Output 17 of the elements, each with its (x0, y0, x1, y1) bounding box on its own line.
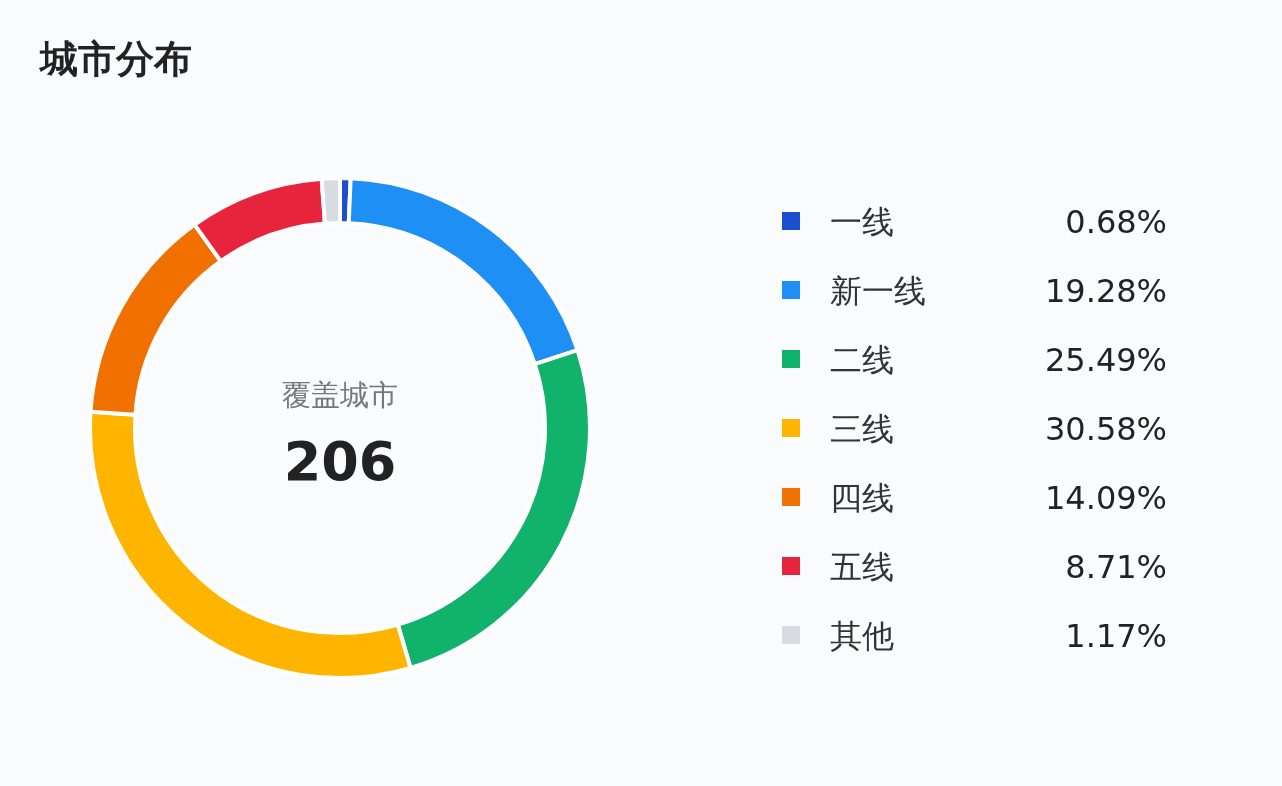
legend-label: 二线 (830, 341, 894, 379)
data-label: 1.17% (1065, 617, 1167, 655)
data-label: 19.28% (1044, 272, 1167, 310)
text: 206 (283, 430, 397, 493)
legend-label: 三线 (830, 410, 894, 448)
text: 覆盖城市 (282, 378, 398, 412)
data-label: 0.68% (1065, 203, 1167, 241)
chart-title: 城市分布 (38, 37, 192, 81)
data-label: 14.09% (1044, 479, 1167, 517)
legend-label: 一线 (830, 203, 894, 241)
legend-label: 五线 (830, 548, 894, 586)
legend-label: 其他 (830, 617, 894, 655)
legend-label: 新一线 (830, 272, 926, 310)
data-label: 30.58% (1044, 410, 1167, 448)
legend-label: 四线 (830, 479, 894, 517)
data-label: 8.71% (1065, 548, 1167, 586)
data-label: 25.49% (1044, 341, 1167, 379)
